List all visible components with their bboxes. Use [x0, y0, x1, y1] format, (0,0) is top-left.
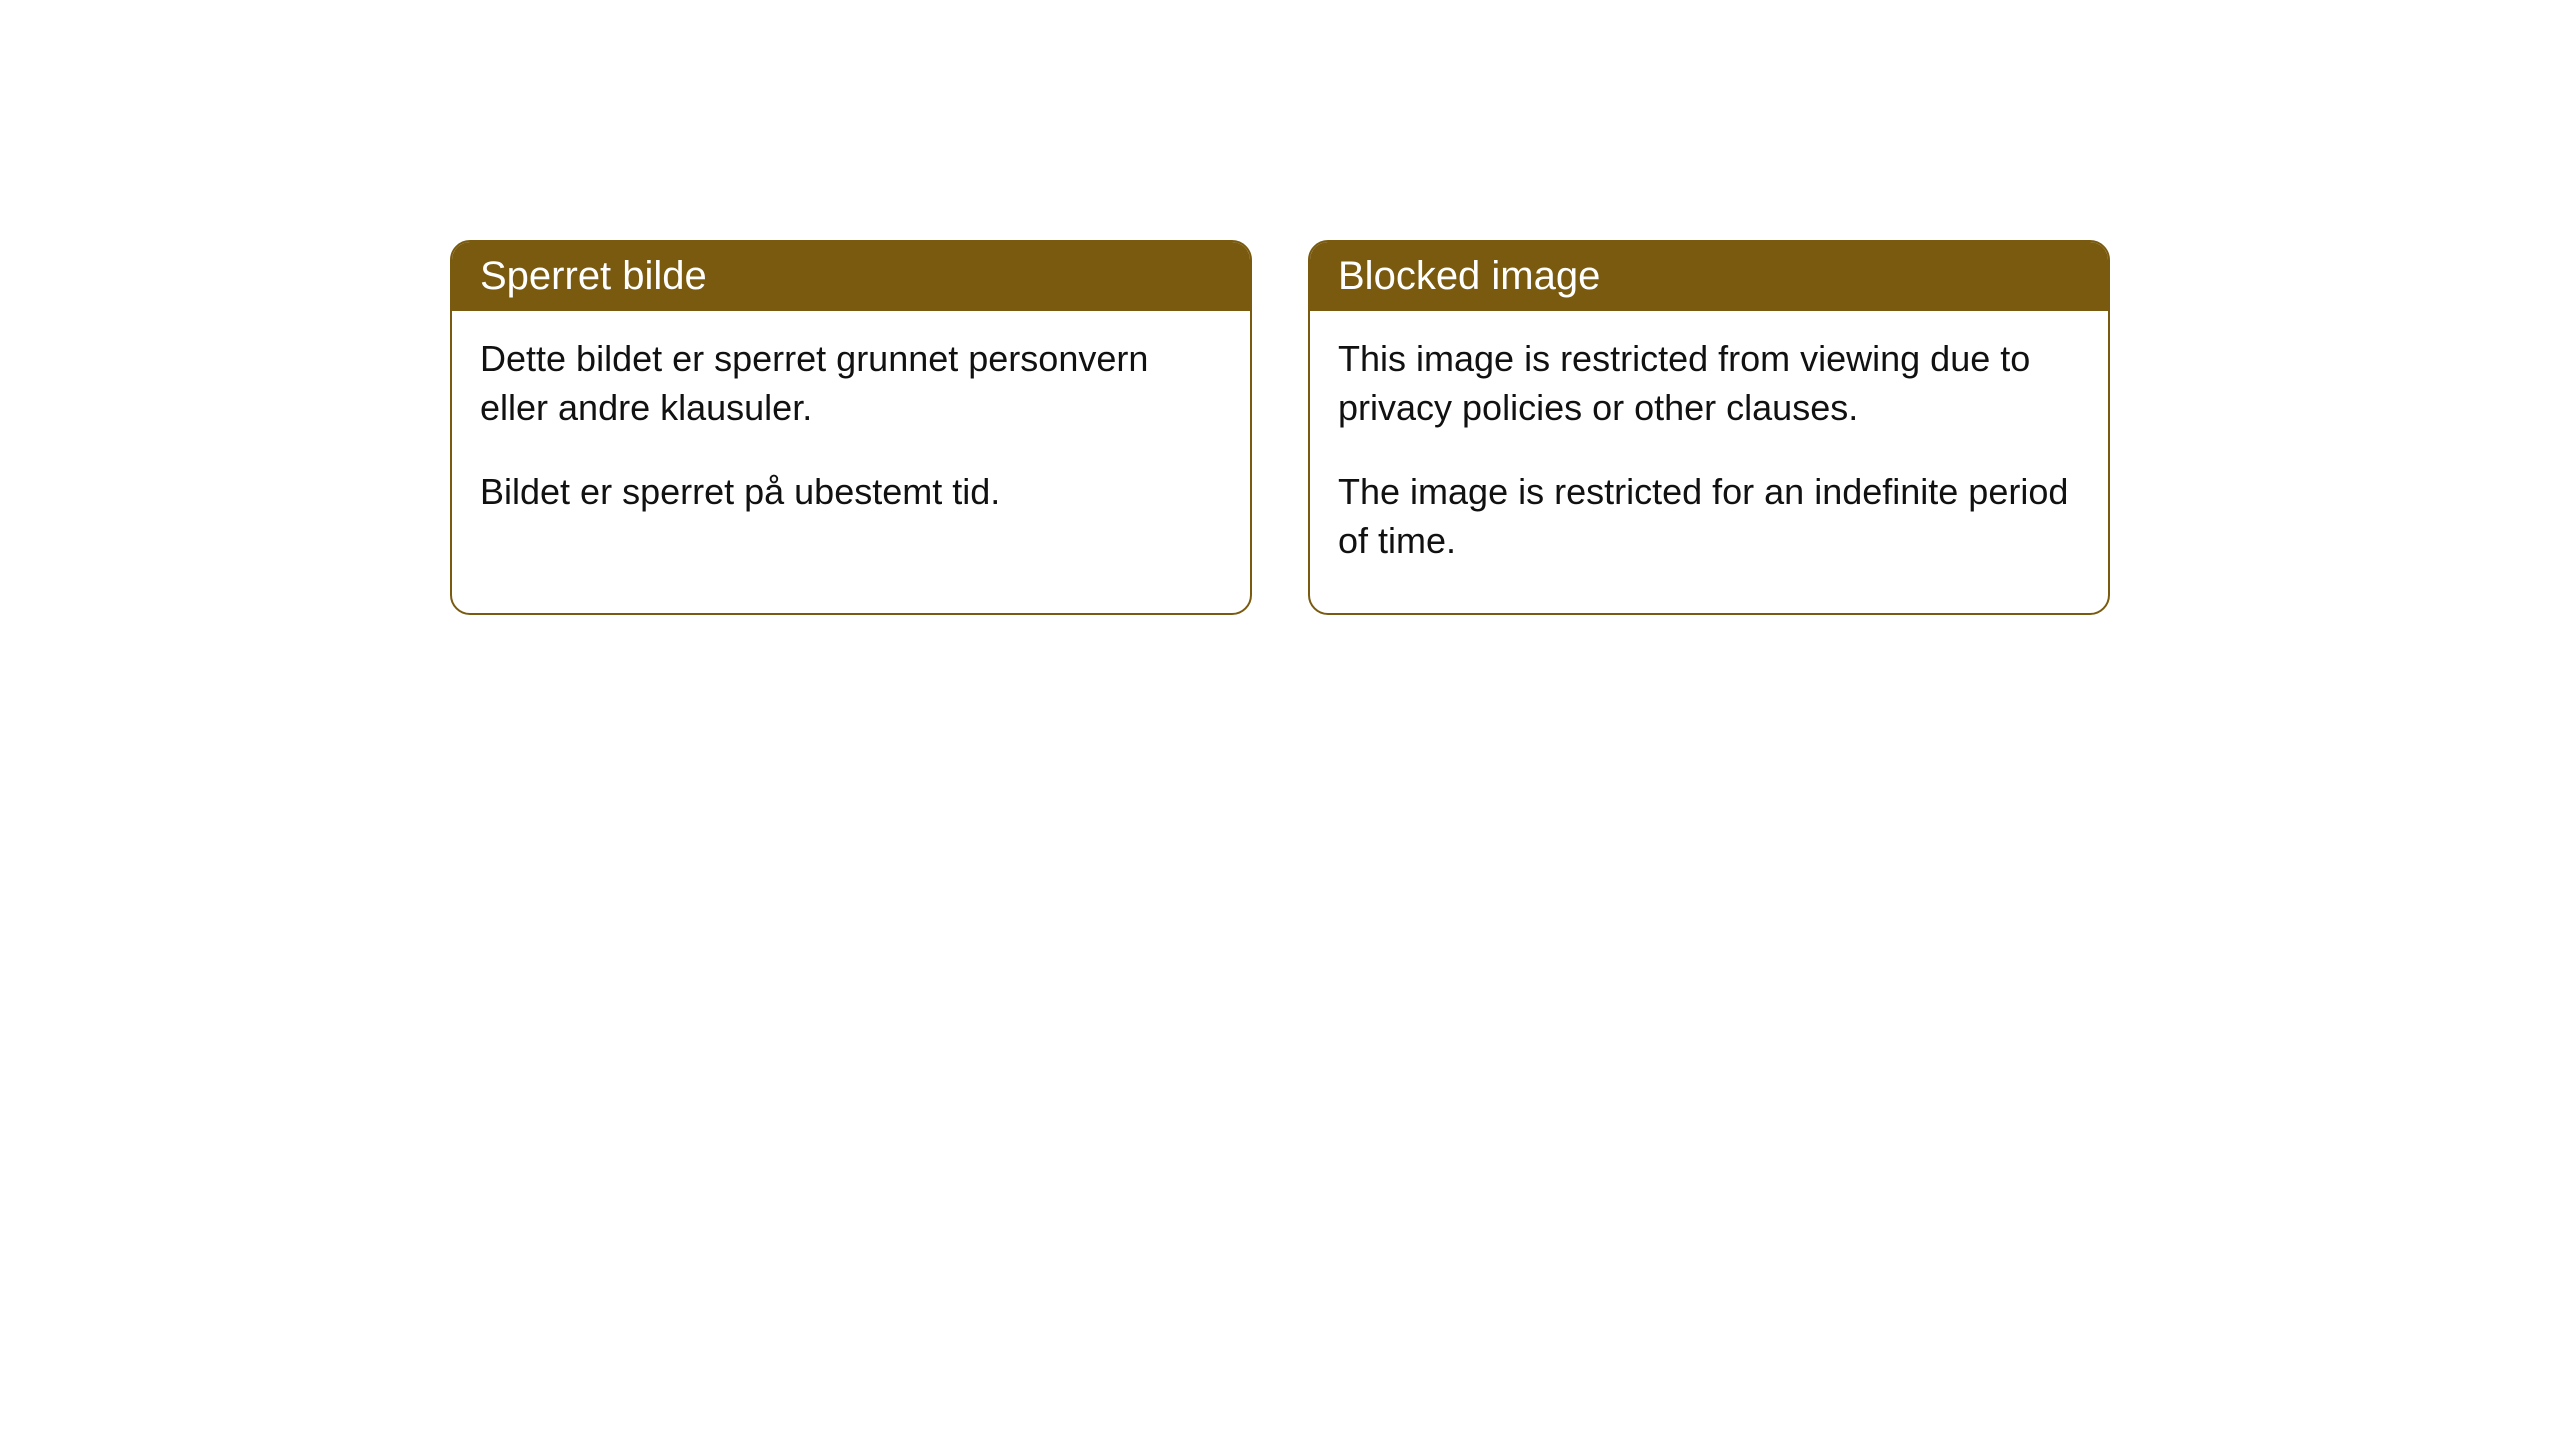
card-paragraph: Bildet er sperret på ubestemt tid.: [480, 468, 1222, 517]
blocked-image-card-norwegian: Sperret bilde Dette bildet er sperret gr…: [450, 240, 1252, 615]
card-header: Sperret bilde: [452, 242, 1250, 311]
card-title: Blocked image: [1338, 254, 1600, 298]
card-title: Sperret bilde: [480, 254, 707, 298]
card-paragraph: The image is restricted for an indefinit…: [1338, 468, 2080, 565]
card-body: This image is restricted from viewing du…: [1310, 311, 2108, 613]
blocked-image-card-english: Blocked image This image is restricted f…: [1308, 240, 2110, 615]
card-paragraph: This image is restricted from viewing du…: [1338, 335, 2080, 432]
card-header: Blocked image: [1310, 242, 2108, 311]
card-body: Dette bildet er sperret grunnet personve…: [452, 311, 1250, 565]
notice-cards-container: Sperret bilde Dette bildet er sperret gr…: [450, 240, 2110, 615]
card-paragraph: Dette bildet er sperret grunnet personve…: [480, 335, 1222, 432]
